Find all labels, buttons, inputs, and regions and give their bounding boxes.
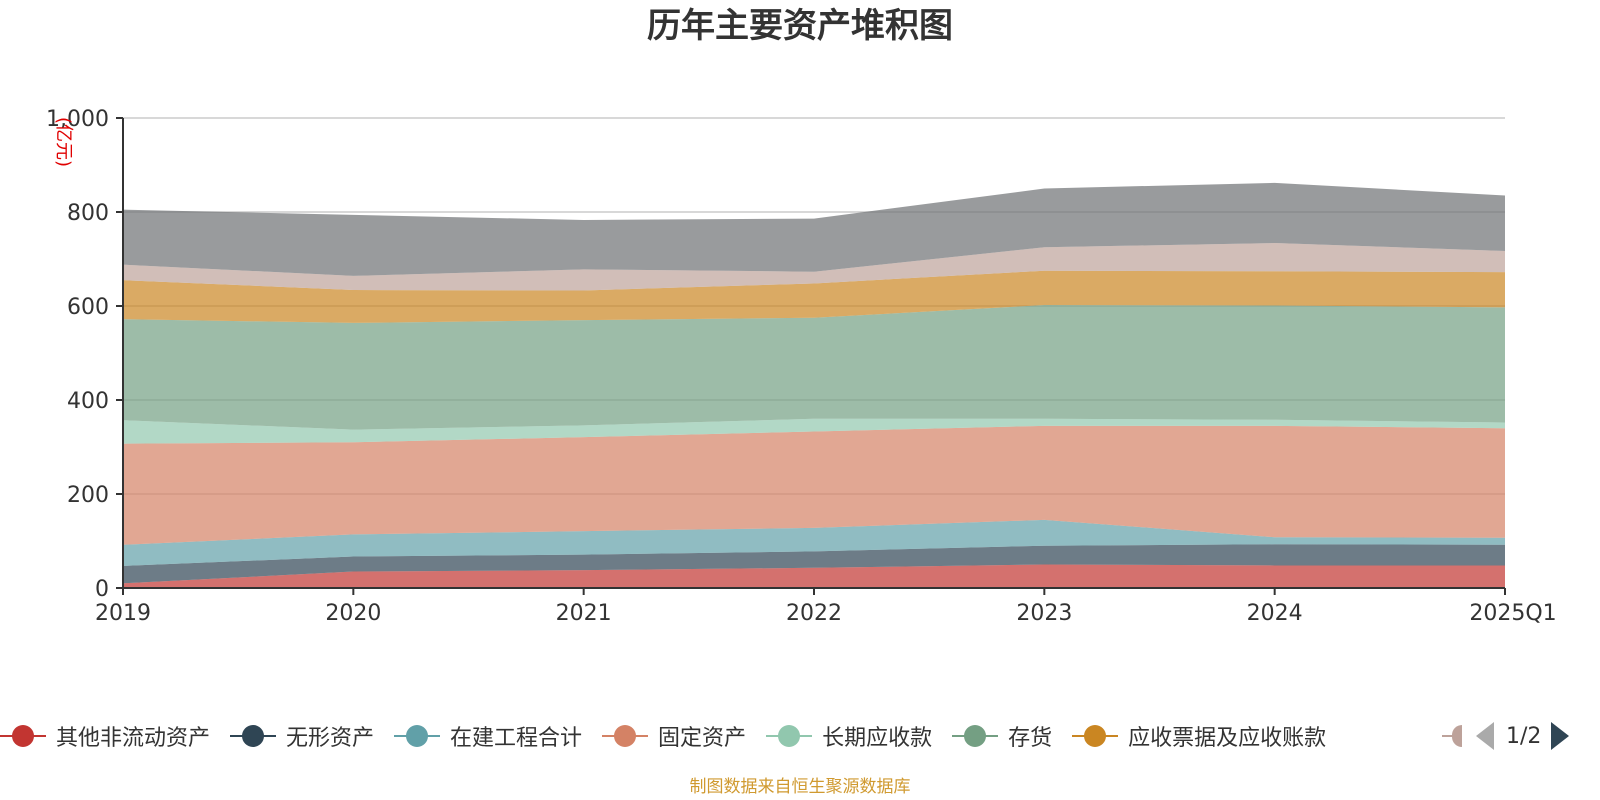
legend-partial-dot <box>1452 725 1462 747</box>
legend-marker-dot <box>1084 725 1107 747</box>
legend-marker-dot <box>964 725 987 747</box>
legend-marker-icon <box>230 724 277 748</box>
legend-item-4[interactable]: 长期应收款 <box>766 720 932 752</box>
legend-pager: 1/2 <box>1440 714 1600 758</box>
legend: 其他非流动资产 无形资产 在建工程合计 固定资产 长期应收款 存货 应收票据及应收账款 <box>0 714 1600 758</box>
y-tick-label-1: 200 <box>67 483 109 508</box>
legend-label: 无形资产 <box>286 726 375 751</box>
legend-label: 其他非流动资产 <box>56 726 211 751</box>
area-series-5[interactable] <box>123 305 1505 430</box>
area-series-2[interactable] <box>123 519 1505 566</box>
legend-item-6[interactable]: 应收票据及应收账款 <box>1072 720 1326 752</box>
y-tick-label-0: 0 <box>95 577 109 602</box>
legend-marker-icon <box>602 724 649 748</box>
legend-item-2[interactable]: 在建工程合计 <box>394 720 582 752</box>
area-series-0[interactable] <box>123 564 1505 589</box>
source-note: 制图数据来自恒生聚源数据库 <box>689 777 911 797</box>
y-tick-label-4: 800 <box>67 201 109 226</box>
axes <box>116 117 1506 595</box>
legend-item-1[interactable]: 无形资产 <box>230 720 374 752</box>
legend-prev-page-icon[interactable] <box>1476 722 1494 750</box>
legend-marker-icon <box>1072 724 1119 748</box>
x-tick-label-5: 2024 <box>1247 601 1303 626</box>
y-tick-label-3: 600 <box>67 295 109 320</box>
legend-partial-line <box>1442 735 1456 737</box>
legend-marker-dot <box>406 725 429 747</box>
legend-marker-dot <box>778 725 801 747</box>
legend-marker-dot <box>12 725 34 747</box>
legend-label: 长期应收款 <box>822 726 933 751</box>
legend-marker-icon <box>766 724 813 748</box>
x-tick-label-1: 2020 <box>325 601 381 626</box>
area-series-4[interactable] <box>123 418 1505 444</box>
y-axis-unit-label: (亿元) <box>53 117 74 167</box>
x-tick-label-0: 2019 <box>95 601 151 626</box>
area-series-3[interactable] <box>123 425 1505 545</box>
area-series-8[interactable] <box>123 182 1505 276</box>
legend-page-indicator: 1/2 <box>1506 723 1542 749</box>
legend-label: 在建工程合计 <box>450 726 583 751</box>
y-tick-label-2: 400 <box>67 389 109 414</box>
x-tick-label-3: 2022 <box>786 601 842 626</box>
tick-labels: 0 200 400 600 800 1,000 2019 2020 2021 2022 2023 20… <box>46 107 1557 626</box>
legend-label: 存货 <box>1008 726 1053 751</box>
legend-item-5[interactable]: 存货 <box>952 720 1052 752</box>
stacked-areas <box>123 182 1505 589</box>
legend-marker-icon <box>394 724 441 748</box>
legend-item-partial[interactable] <box>1442 724 1468 748</box>
area-series-7[interactable] <box>123 243 1505 291</box>
area-series-1[interactable] <box>123 544 1505 584</box>
y-tick-label-5: 1,000 <box>46 107 109 132</box>
legend-label: 固定资产 <box>658 726 747 751</box>
x-tick-label-4: 2023 <box>1016 601 1072 626</box>
chart-title: 历年主要资产堆积图 <box>647 6 953 46</box>
legend-marker-dot <box>614 725 637 747</box>
area-series-6[interactable] <box>123 270 1505 323</box>
x-tick-label-2: 2021 <box>556 601 612 626</box>
legend-marker-icon <box>952 724 999 748</box>
legend-marker-icon <box>0 724 46 748</box>
legend-next-page-icon[interactable] <box>1551 722 1570 750</box>
legend-item-0[interactable]: 其他非流动资产 <box>0 720 210 752</box>
legend-label: 应收票据及应收账款 <box>1128 726 1327 751</box>
legend-marker-dot <box>242 725 265 747</box>
legend-item-3[interactable]: 固定资产 <box>602 720 746 752</box>
x-tick-label-6: 2025Q1 <box>1469 601 1556 626</box>
